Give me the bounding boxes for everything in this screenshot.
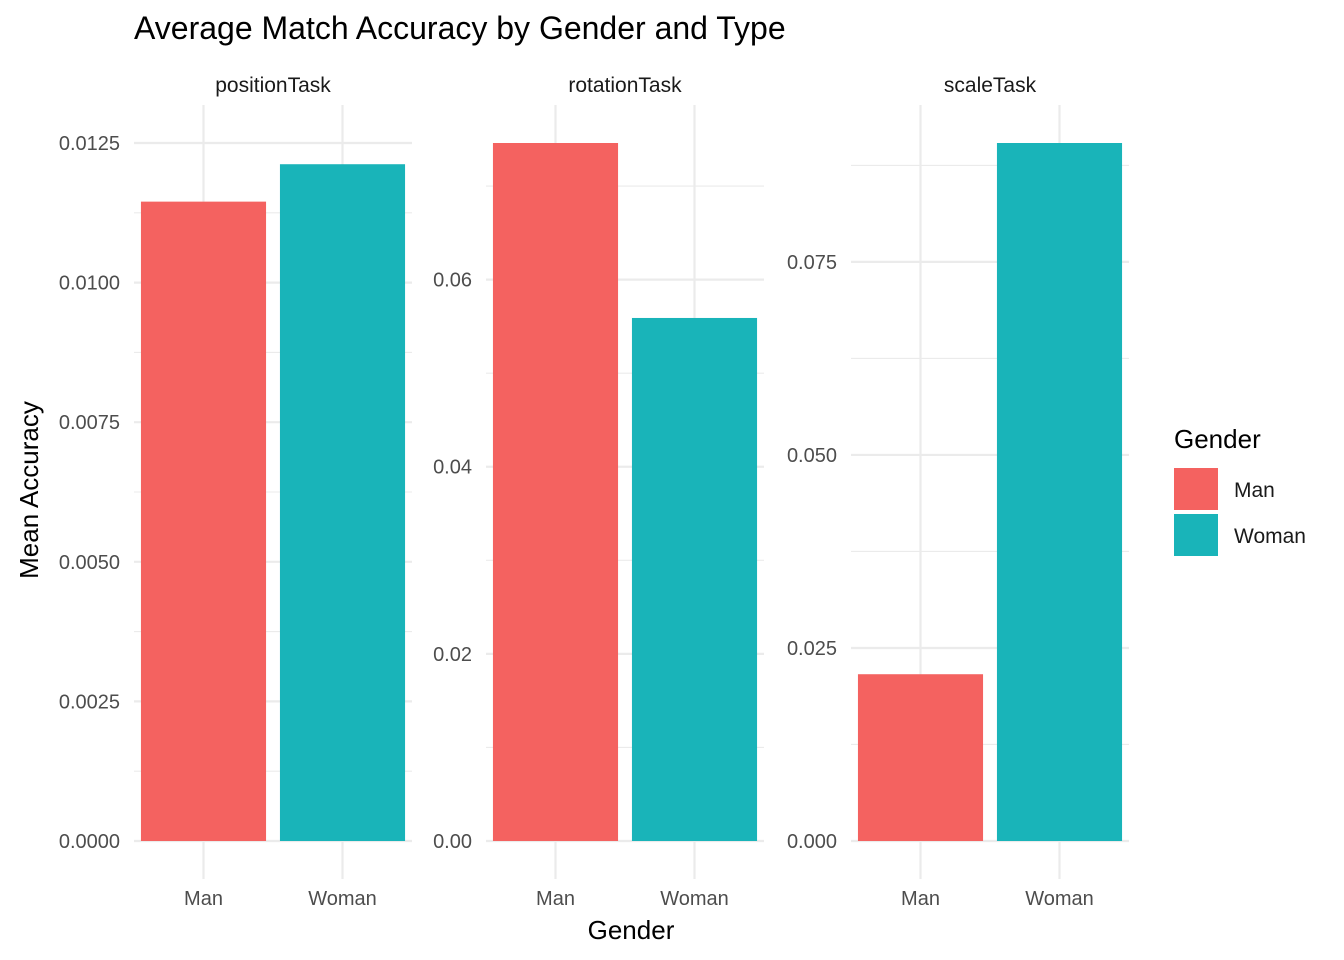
- y-tick-label: 0.04: [433, 457, 472, 479]
- y-tick-label: 0.050: [787, 445, 837, 467]
- chart-title: Average Match Accuracy by Gender and Typ…: [134, 10, 786, 46]
- x-axis-title: Gender: [588, 915, 675, 945]
- y-tick-label: 0.075: [787, 252, 837, 274]
- y-tick-label: 0.02: [433, 644, 472, 666]
- facet-strip-label: positionTask: [215, 74, 331, 97]
- facet-strip-label: scaleTask: [944, 74, 1037, 97]
- legend-key-woman: [1174, 514, 1218, 556]
- bar-woman: [996, 143, 1123, 841]
- y-tick-label: 0.06: [433, 270, 472, 292]
- legend-label-man: Man: [1234, 479, 1275, 502]
- y-axis-title: Mean Accuracy: [14, 401, 44, 579]
- bar-woman: [631, 317, 758, 841]
- bar-man: [140, 201, 267, 841]
- bar-man: [492, 143, 619, 841]
- x-tick-label: Woman: [308, 888, 377, 910]
- legend: Gender Man Woman: [1174, 424, 1306, 556]
- y-tick-label: 0.0000: [59, 831, 120, 853]
- bar-woman: [279, 164, 406, 842]
- y-tick-label: 0.0125: [59, 133, 120, 155]
- facet-positionTask: 0.0000 0.0025 0.0050 0.0075 0.0100 0.0125 Man W…: [59, 74, 412, 910]
- facet-scaleTask: 0.000 0.025 0.050 0.075 Man Woman scaleTask: [787, 74, 1129, 910]
- x-tick-label: Man: [184, 888, 223, 910]
- y-tick-label: 0.0100: [59, 273, 120, 295]
- facet-strip-label: rotationTask: [568, 74, 682, 97]
- y-tick-label: 0.00: [433, 831, 472, 853]
- y-tick-label: 0.025: [787, 638, 837, 660]
- facet-rotationTask: 0.00 0.02 0.04 0.06 Man Woman rotationTask: [433, 74, 764, 910]
- legend-key-man: [1174, 468, 1218, 510]
- legend-title: Gender: [1174, 424, 1261, 454]
- bar-man: [857, 674, 984, 841]
- y-tick-label: 0.0050: [59, 552, 120, 574]
- facet-panels: 0.0000 0.0025 0.0050 0.0075 0.0100 0.0125 Man W…: [59, 74, 1129, 910]
- y-tick-label: 0.0075: [59, 412, 120, 434]
- x-tick-label: Woman: [660, 888, 729, 910]
- legend-label-woman: Woman: [1234, 525, 1306, 548]
- x-tick-label: Woman: [1025, 888, 1094, 910]
- y-tick-label: 0.0025: [59, 691, 120, 713]
- x-tick-label: Man: [536, 888, 575, 910]
- x-tick-label: Man: [901, 888, 940, 910]
- y-tick-label: 0.000: [787, 831, 837, 853]
